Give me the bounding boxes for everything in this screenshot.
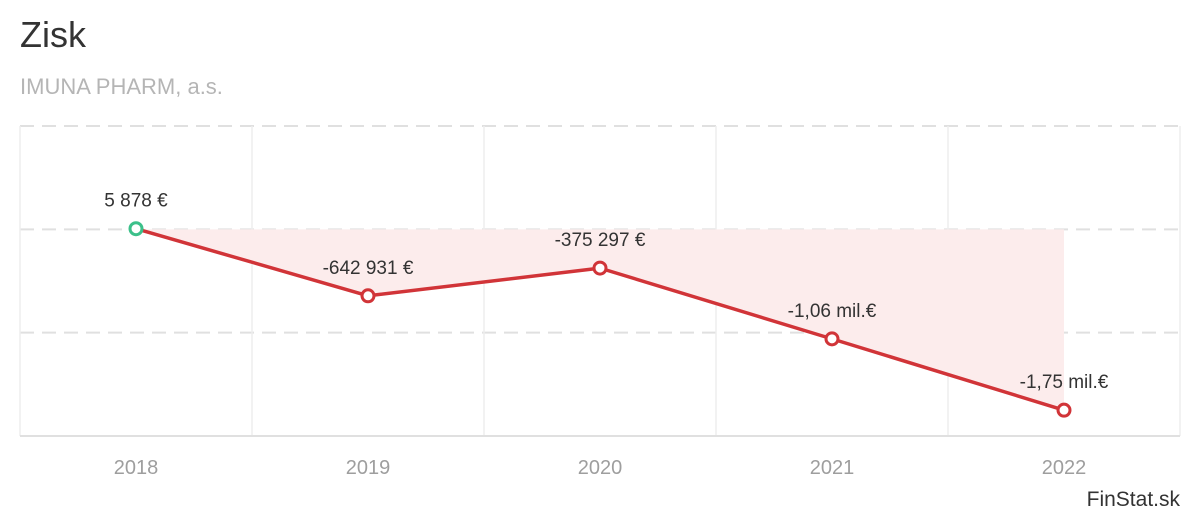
data-label-2021: -1,06 mil.€ bbox=[788, 301, 877, 322]
data-label-2022: -1,75 mil.€ bbox=[1020, 372, 1109, 393]
x-tick-2021: 2021 bbox=[810, 457, 855, 479]
data-label-2019: -642 931 € bbox=[323, 258, 414, 279]
data-point-2021 bbox=[824, 331, 840, 347]
data-point-2019 bbox=[360, 288, 376, 304]
negative-area bbox=[136, 229, 1064, 411]
data-points bbox=[128, 221, 1072, 418]
x-tick-2022: 2022 bbox=[1042, 457, 1087, 479]
data-labels: 5 878 € -642 931 € -375 297 € -1,06 mil.€ -1… bbox=[104, 191, 1108, 393]
data-point-2020 bbox=[592, 260, 608, 276]
chart-subtitle: IMUNA PHARM, a.s. bbox=[20, 74, 223, 99]
area-fill bbox=[136, 229, 1064, 411]
data-point-2018 bbox=[128, 221, 144, 237]
source-credit[interactable]: FinStat.sk bbox=[1086, 488, 1180, 511]
x-tick-2019: 2019 bbox=[346, 457, 391, 479]
chart-title: Zisk bbox=[20, 14, 86, 55]
data-label-2018: 5 878 € bbox=[104, 191, 168, 212]
x-tick-2020: 2020 bbox=[578, 457, 623, 479]
data-point-2022 bbox=[1056, 402, 1072, 418]
data-label-2020: -375 297 € bbox=[555, 230, 646, 251]
x-axis-ticks: 2018 2019 2020 2021 2022 bbox=[114, 457, 1087, 479]
x-tick-2018: 2018 bbox=[114, 457, 159, 479]
